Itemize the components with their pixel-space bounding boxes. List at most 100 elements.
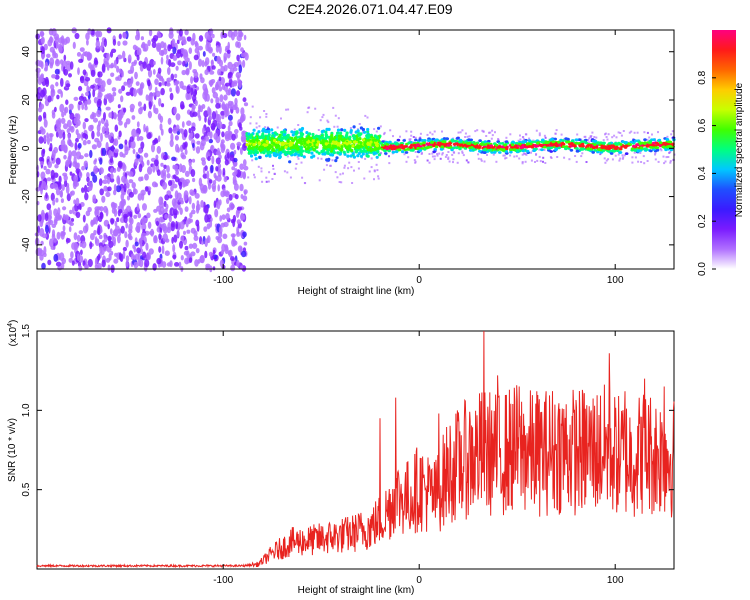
heatmap-broadband-cell <box>253 149 257 153</box>
heatmap-spread-cell <box>318 179 321 182</box>
heatmap-narrowband-cell <box>664 148 668 152</box>
heatmap-spread-cell <box>465 159 468 162</box>
heatmap-noise-cell <box>72 206 75 215</box>
heatmap-noise-cell <box>97 91 103 98</box>
heatmap-y-tick-label: 40 <box>21 46 32 58</box>
heatmap-noise-cell <box>74 32 80 40</box>
heatmap-noise-cell <box>166 173 171 179</box>
heatmap-broadband-cell <box>364 145 369 149</box>
heatmap-noise-cell <box>212 52 216 57</box>
heatmap-noise-cell <box>101 195 106 203</box>
heatmap-noise-cell <box>152 139 157 145</box>
heatmap-noise-cell <box>80 76 84 81</box>
heatmap-spread-cell <box>633 151 636 154</box>
svg-text:(x104): (x104) <box>7 320 19 347</box>
heatmap-noise-cell <box>208 138 213 144</box>
heatmap-narrowband-cell <box>593 143 597 147</box>
heatmap-broadband-cell <box>312 148 316 152</box>
heatmap-broadband-cell <box>254 157 258 161</box>
heatmap-noise-cell <box>167 222 172 231</box>
heatmap-broadband-cell <box>335 156 339 160</box>
heatmap-broadband-cell <box>286 133 290 137</box>
heatmap-noise-cell <box>46 203 52 211</box>
heatmap-narrowband-cell <box>498 151 502 154</box>
heatmap-noise-cell <box>95 40 101 49</box>
heatmap-spread-cell <box>631 156 634 159</box>
heatmap-narrowband-cell <box>657 138 662 142</box>
heatmap-noise-cell <box>194 99 198 107</box>
heatmap-noise-cell <box>51 74 57 79</box>
heatmap-spread-cell <box>581 152 584 155</box>
heatmap-noise-cell <box>124 146 129 156</box>
heatmap-noise-cell <box>236 54 240 62</box>
heatmap-noise-cell <box>209 70 215 75</box>
heatmap-noise-cell <box>82 69 87 76</box>
heatmap-noise-cell <box>122 32 127 39</box>
heatmap-spread-cell <box>604 161 607 164</box>
heatmap-narrowband-cell <box>402 139 407 142</box>
heatmap-noise-cell <box>107 134 112 140</box>
heatmap-narrowband-cell <box>406 147 411 151</box>
heatmap-noise-cell <box>155 154 159 160</box>
heatmap-noise-cell <box>76 253 80 261</box>
heatmap-noise-cell <box>156 145 161 154</box>
heatmap-noise-cell <box>190 251 196 257</box>
heatmap-broadband-cell <box>250 139 254 143</box>
heatmap-noise-cell <box>49 62 54 69</box>
heatmap-noise-cell <box>128 58 132 64</box>
heatmap-noise-cell <box>202 127 205 135</box>
heatmap-noise-cell <box>242 59 246 68</box>
heatmap-noise-cell <box>196 200 200 207</box>
heatmap-noise-cell <box>58 175 62 184</box>
heatmap-noise-cell <box>243 165 249 171</box>
heatmap-narrowband-cell <box>649 149 653 153</box>
heatmap-narrowband-cell <box>502 148 506 152</box>
heatmap-spread-cell <box>523 152 526 155</box>
heatmap-noise-cell <box>37 214 42 222</box>
heatmap-noise-cell <box>78 58 84 64</box>
heatmap-spread-cell <box>492 153 495 156</box>
heatmap-noise-cell <box>164 250 170 256</box>
heatmap-noise-cell <box>94 257 98 267</box>
heatmap-broadband-cell <box>247 146 251 150</box>
heatmap-spread-cell <box>334 114 337 117</box>
heatmap-spread-cell <box>477 153 480 156</box>
heatmap-narrowband-cell <box>596 141 601 145</box>
heatmap-noise-cell <box>128 229 133 234</box>
heatmap-noise-cell <box>235 209 240 218</box>
heatmap-noise-cell <box>107 264 111 271</box>
heatmap-broadband-cell <box>266 147 270 151</box>
heatmap-noise-cell <box>137 148 143 154</box>
heatmap-noise-cell <box>226 152 230 159</box>
heatmap-spread-cell <box>485 135 488 137</box>
heatmap-spread-cell <box>509 154 512 157</box>
heatmap-noise-cell <box>197 45 203 51</box>
heatmap-noise-cell <box>230 101 234 110</box>
heatmap-noise-cell <box>154 236 158 244</box>
heatmap-spread-cell <box>253 176 256 179</box>
heatmap-noise-cell <box>136 29 140 37</box>
heatmap-spread-cell <box>654 152 657 155</box>
heatmap-noise-cell <box>78 265 83 272</box>
heatmap-noise-cell <box>123 81 128 86</box>
heatmap-noise-cell <box>184 149 188 155</box>
heatmap-noise-cell <box>60 189 63 198</box>
heatmap-narrowband-cell <box>404 151 409 154</box>
heatmap-broadband-cell <box>342 137 346 142</box>
heatmap-spread-cell <box>329 164 332 167</box>
heatmap-broadband-cell <box>366 142 370 146</box>
heatmap-spread-cell <box>257 165 260 168</box>
heatmap-broadband-cell <box>272 151 276 155</box>
heatmap-noise-cell <box>99 157 103 165</box>
heatmap-noise-cell <box>165 203 169 210</box>
heatmap-noise-cell <box>172 174 177 179</box>
heatmap-noise-cell <box>226 207 231 213</box>
heatmap-noise-cell <box>50 88 56 98</box>
heatmap-spread-cell <box>538 155 541 158</box>
heatmap-broadband-cell <box>292 138 296 142</box>
heatmap-spread-cell <box>519 134 521 137</box>
heatmap-broadband-cell <box>333 135 337 140</box>
heatmap-spread-cell <box>672 148 675 151</box>
heatmap-broadband-cell <box>336 131 340 135</box>
heatmap-spread-cell <box>362 130 365 133</box>
